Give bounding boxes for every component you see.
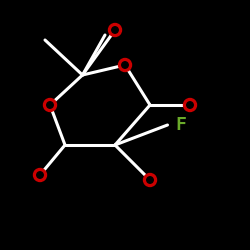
Circle shape xyxy=(147,177,153,183)
Circle shape xyxy=(122,62,128,68)
Circle shape xyxy=(112,27,118,33)
Circle shape xyxy=(187,102,193,108)
Circle shape xyxy=(37,172,43,178)
Text: F: F xyxy=(175,116,186,134)
Circle shape xyxy=(118,58,132,71)
Circle shape xyxy=(34,168,46,181)
Circle shape xyxy=(47,102,53,108)
Circle shape xyxy=(144,174,156,186)
Circle shape xyxy=(44,98,57,112)
Circle shape xyxy=(184,98,196,112)
Circle shape xyxy=(108,24,122,36)
